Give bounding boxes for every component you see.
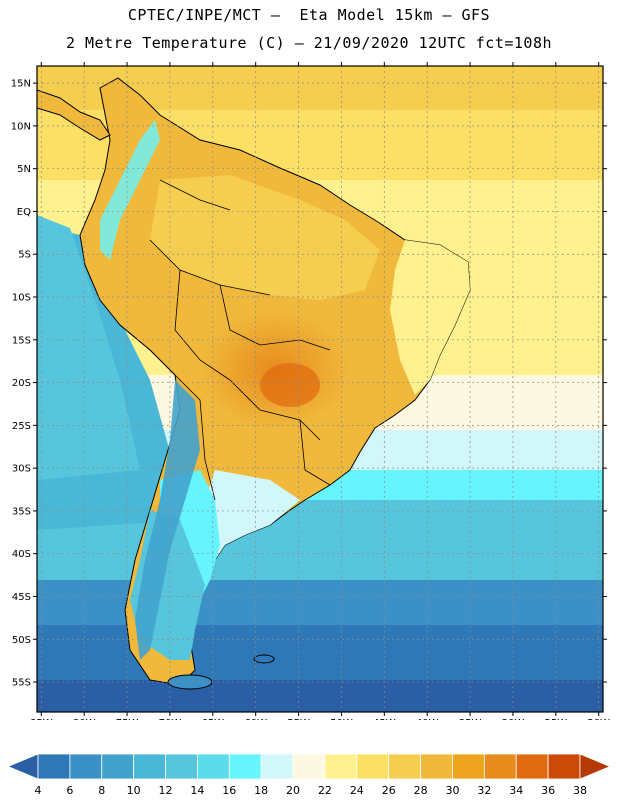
lon-label: 65W [201, 718, 224, 720]
colorbar-swatch [452, 753, 485, 780]
colorbar-labels: 4 6 8 10 12 14 16 18 20 22 24 26 28 30 32 34 36 38 [35, 784, 588, 797]
colorbar-swatches [6, 753, 612, 780]
colorbar-label: 14 [190, 784, 204, 797]
colorbar-swatch [547, 753, 581, 780]
colorbar-arrow-low [6, 753, 39, 780]
colorbar-swatch [228, 753, 262, 780]
lat-label: 10N [11, 121, 31, 132]
colorbar-swatch [37, 753, 71, 780]
map-title-line-2: 2 Metre Temperature (C) – 21/09/2020 12U… [65, 34, 553, 52]
lon-label: 25W [545, 718, 568, 720]
colorbar-label: 24 [350, 784, 364, 797]
lat-label: 5S [18, 250, 31, 261]
map-frame [36, 65, 604, 713]
colorbar-label: 36 [541, 784, 555, 797]
pacific-cyan-water [37, 215, 140, 480]
temperature-map: 15N 10N 5N EQ 5S 10S 15S 20S 25S 30S 35S 40S 45S 50S 5… [11, 62, 610, 720]
lon-label: 85W [30, 718, 53, 720]
lat-label: 20S [12, 378, 31, 389]
lat-label: 10S [12, 293, 31, 304]
axis-ticks [33, 62, 607, 716]
central-hot-core [260, 363, 320, 407]
ocean-band-coldest [37, 680, 603, 712]
colorbar-swatch [133, 753, 166, 780]
colorbar-swatch [388, 753, 421, 780]
country-borders [119, 179, 331, 501]
colorbar-legend: 4 6 8 10 12 14 16 18 20 22 24 26 28 30 32 34 36 38 [6, 753, 612, 797]
colorbar-swatch [101, 753, 135, 780]
lat-label: 35S [12, 506, 31, 517]
lon-label: 40W [416, 718, 439, 720]
lat-label: 30S [12, 464, 31, 475]
lat-label: 45S [12, 592, 31, 603]
colorbar-arrow-high [579, 753, 612, 780]
colorbar-label: 32 [477, 784, 491, 797]
lat-label: 40S [12, 549, 31, 560]
falkland-islands [253, 654, 275, 664]
lon-label: 60W [244, 718, 267, 720]
colorbar-label: 6 [66, 784, 73, 797]
colorbar-label: 30 [445, 784, 459, 797]
andes-north-strip [100, 120, 160, 260]
lon-label: 70W [159, 718, 182, 720]
colorbar-swatch [292, 753, 326, 780]
colorbar-swatch [197, 753, 230, 780]
lat-label: 15S [12, 335, 31, 346]
southern-cone-cool [200, 470, 300, 560]
colorbar-label: 28 [414, 784, 428, 797]
colorbar-swatch [356, 753, 390, 780]
colorbar-swatch [69, 753, 103, 780]
lat-label: 50S [12, 635, 31, 646]
colorbar-label: 34 [509, 784, 523, 797]
tierra-del-fuego [167, 674, 213, 690]
andes-cold-strip [135, 380, 200, 660]
colorbar-swatch [420, 753, 453, 780]
colorbar-label: 38 [573, 784, 587, 797]
colorbar-swatch [324, 753, 358, 780]
colorbar-swatch [483, 753, 517, 780]
lat-label: 55S [12, 678, 31, 689]
lon-label: 35W [459, 718, 482, 720]
lat-label: 25S [12, 421, 31, 432]
colorbar-swatch [165, 753, 198, 780]
colorbar-label: 22 [318, 784, 332, 797]
colorbar-label: 8 [98, 784, 105, 797]
colorbar-label: 26 [382, 784, 396, 797]
colorbar-label: 20 [286, 784, 300, 797]
amazon-warm-region [150, 175, 380, 300]
colorbar-label: 4 [35, 784, 42, 797]
lon-label: 30W [502, 718, 525, 720]
lon-label: 50W [330, 718, 353, 720]
lon-label: 45W [373, 718, 396, 720]
map-gridlines [37, 66, 603, 712]
lon-label: 55W [287, 718, 310, 720]
northeast-coast-cool [390, 240, 470, 395]
colorbar-swatch [260, 753, 294, 780]
longitude-labels: 85W 80W 75W 70W 65W 60W 55W 50W 45W 40W 35W 30W 25W 2… [30, 718, 610, 720]
colorbar-swatch [515, 753, 549, 780]
lon-label: 20W [587, 718, 610, 720]
colorbar-label: 10 [127, 784, 141, 797]
lon-label: 80W [73, 718, 96, 720]
lat-label: 15N [11, 79, 31, 90]
lon-label: 75W [116, 718, 139, 720]
colorbar-label: 16 [222, 784, 236, 797]
central-america-land [37, 89, 111, 141]
latitude-labels: 15N 10N 5N EQ 5S 10S 15S 20S 25S 30S 35S 40S 45S 50S 5… [11, 79, 31, 689]
map-title-line-1: CPTEC/INPE/MCT – Eta Model 15km – GFS [127, 6, 491, 24]
colorbar-label: 18 [254, 784, 268, 797]
lat-label: 5N [17, 164, 31, 175]
lat-label: EQ [17, 207, 31, 218]
colorbar-label: 12 [159, 784, 173, 797]
